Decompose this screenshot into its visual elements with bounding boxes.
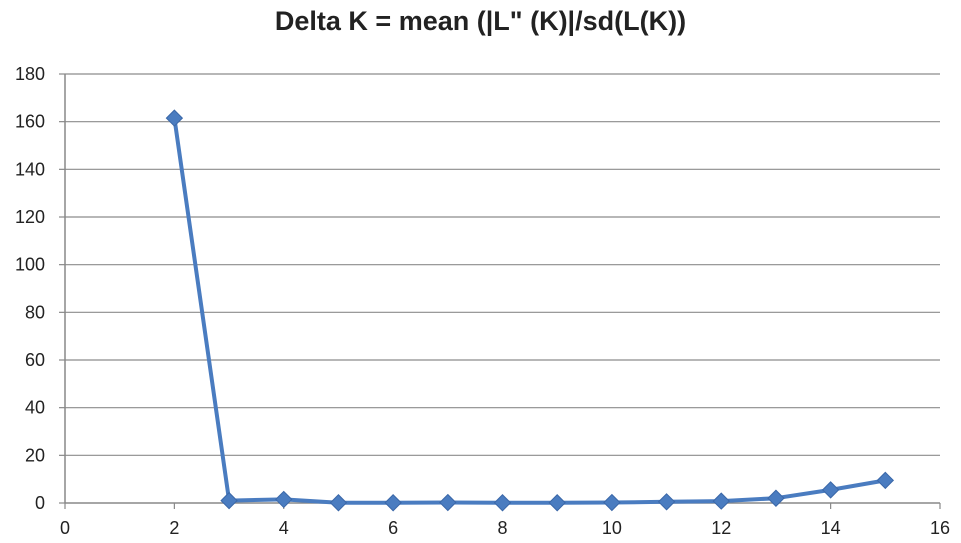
data-point-marker (657, 493, 676, 511)
data-point-marker (821, 481, 840, 499)
data-point-marker (603, 493, 621, 512)
y-tick-label: 120 (15, 207, 45, 227)
data-point-marker (329, 494, 348, 512)
y-tick-label: 20 (25, 445, 45, 465)
data-point-marker (275, 490, 293, 509)
y-tick-label: 0 (35, 493, 45, 513)
data-point-marker (439, 493, 457, 512)
data-point-marker (548, 494, 566, 512)
data-point-marker (165, 109, 184, 127)
x-tick-label: 16 (930, 518, 950, 538)
data-point-marker (384, 494, 402, 512)
x-tick-label: 12 (711, 518, 731, 538)
gridlines (65, 73, 940, 504)
y-tick-label: 180 (15, 64, 45, 84)
x-tick-label: 4 (279, 518, 289, 538)
y-tick-label: 40 (25, 398, 45, 418)
series-line-0 (172, 117, 886, 505)
x-tick-label: 6 (388, 518, 398, 538)
data-point-marker (767, 489, 785, 507)
y-tick-label: 60 (25, 350, 45, 370)
data-point-marker (493, 494, 512, 512)
y-tick-label: 160 (15, 112, 45, 132)
y-axis: 0 20 40 60 80 100 120 140 160 180 (15, 64, 66, 513)
y-tick-label: 140 (15, 159, 45, 179)
data-point-marker (876, 471, 895, 490)
series-line (172, 117, 886, 505)
x-tick-label: 0 (60, 518, 70, 538)
data-point-marker (220, 491, 238, 510)
series-markers (165, 109, 895, 512)
x-tick-label: 14 (821, 518, 841, 538)
y-tick-label: 100 (15, 255, 45, 275)
data-point-marker (712, 492, 730, 510)
y-tick-label: 80 (25, 302, 45, 322)
chart-title: Delta K = mean (|L" (K)|/sd(L(K)) (274, 6, 687, 36)
x-tick-label: 8 (497, 518, 507, 538)
x-tick-label: 10 (602, 518, 622, 538)
x-tick-label: 2 (169, 518, 179, 538)
